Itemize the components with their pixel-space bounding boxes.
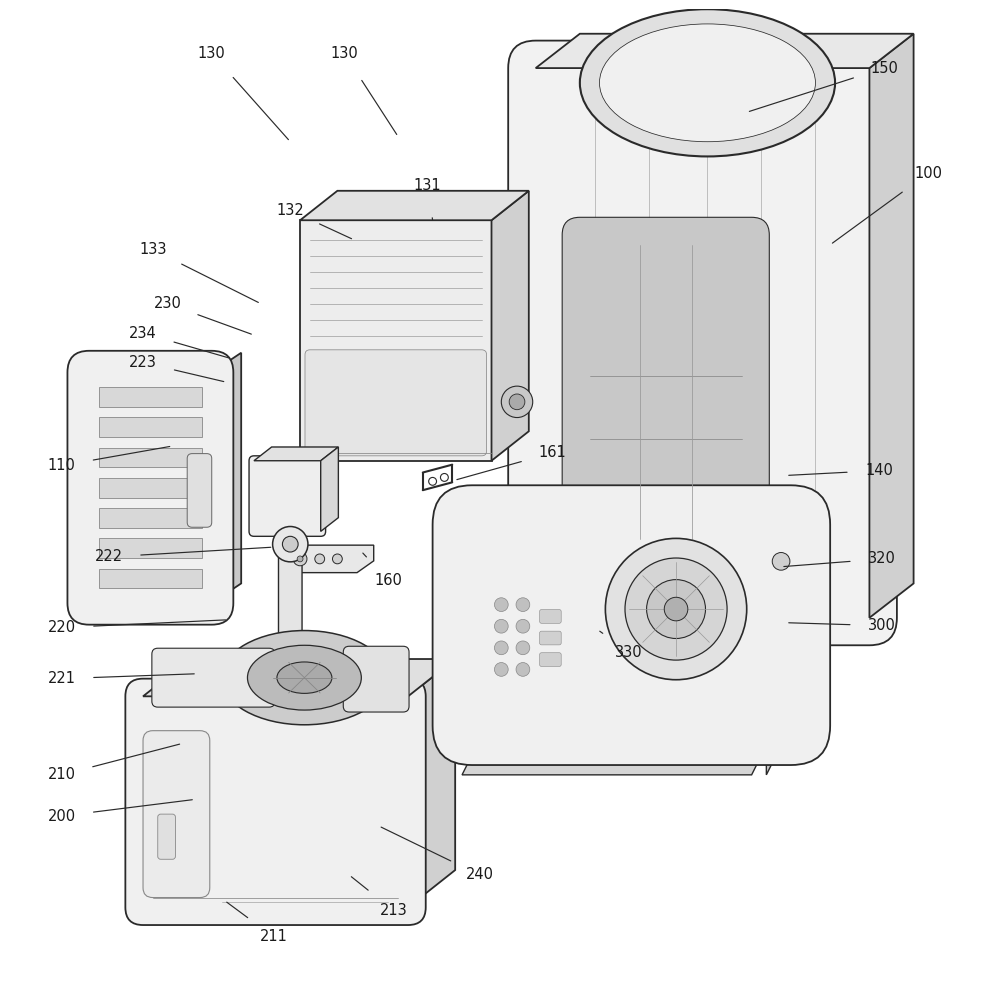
- FancyBboxPatch shape: [278, 550, 302, 643]
- FancyBboxPatch shape: [553, 518, 813, 605]
- Circle shape: [494, 641, 508, 655]
- Polygon shape: [462, 726, 777, 775]
- Polygon shape: [408, 659, 455, 907]
- Circle shape: [272, 527, 308, 562]
- FancyBboxPatch shape: [343, 646, 409, 712]
- Circle shape: [315, 554, 324, 564]
- Circle shape: [494, 598, 508, 612]
- Polygon shape: [99, 448, 202, 467]
- Circle shape: [494, 619, 508, 633]
- FancyBboxPatch shape: [126, 679, 426, 925]
- FancyBboxPatch shape: [68, 351, 233, 625]
- FancyBboxPatch shape: [151, 648, 275, 707]
- FancyBboxPatch shape: [249, 456, 325, 536]
- FancyBboxPatch shape: [508, 41, 896, 645]
- Polygon shape: [144, 659, 455, 696]
- Text: 211: 211: [260, 929, 287, 944]
- FancyBboxPatch shape: [144, 731, 209, 898]
- Polygon shape: [869, 34, 913, 618]
- Text: 230: 230: [153, 296, 182, 311]
- Circle shape: [332, 554, 342, 564]
- Circle shape: [509, 394, 525, 410]
- FancyBboxPatch shape: [157, 814, 175, 859]
- Ellipse shape: [221, 631, 388, 725]
- FancyBboxPatch shape: [562, 217, 770, 567]
- Circle shape: [282, 536, 298, 552]
- Text: 300: 300: [868, 618, 896, 633]
- Circle shape: [293, 552, 307, 566]
- Polygon shape: [767, 525, 791, 775]
- Text: 150: 150: [870, 61, 898, 76]
- Circle shape: [516, 663, 530, 676]
- Circle shape: [625, 558, 727, 660]
- Ellipse shape: [580, 9, 836, 156]
- Polygon shape: [254, 447, 338, 461]
- Polygon shape: [99, 538, 202, 558]
- FancyBboxPatch shape: [187, 454, 211, 527]
- Circle shape: [516, 598, 530, 612]
- FancyBboxPatch shape: [433, 485, 831, 765]
- Text: 223: 223: [129, 355, 157, 370]
- Text: 330: 330: [615, 645, 643, 660]
- Text: 100: 100: [914, 166, 943, 181]
- FancyBboxPatch shape: [540, 653, 561, 666]
- FancyBboxPatch shape: [305, 350, 487, 456]
- Circle shape: [516, 641, 530, 655]
- Text: 110: 110: [47, 458, 76, 473]
- Text: 133: 133: [139, 242, 166, 257]
- Text: 130: 130: [330, 46, 358, 61]
- Polygon shape: [99, 508, 202, 528]
- Polygon shape: [99, 387, 202, 407]
- FancyBboxPatch shape: [540, 610, 561, 623]
- Circle shape: [429, 477, 436, 485]
- Circle shape: [494, 663, 508, 676]
- Ellipse shape: [600, 24, 816, 142]
- Polygon shape: [99, 478, 202, 498]
- Polygon shape: [300, 191, 529, 220]
- Text: 240: 240: [466, 867, 493, 882]
- Circle shape: [297, 556, 303, 562]
- Circle shape: [516, 619, 530, 633]
- Circle shape: [647, 580, 706, 639]
- Polygon shape: [99, 569, 202, 588]
- Text: 210: 210: [47, 767, 76, 782]
- Text: 320: 320: [868, 551, 896, 566]
- Polygon shape: [492, 191, 529, 461]
- Circle shape: [773, 553, 790, 570]
- Text: 221: 221: [47, 671, 76, 686]
- Text: 220: 220: [47, 620, 76, 635]
- Circle shape: [501, 386, 533, 418]
- Polygon shape: [280, 545, 374, 573]
- Ellipse shape: [277, 662, 332, 693]
- Polygon shape: [99, 417, 202, 437]
- Polygon shape: [300, 220, 492, 461]
- Text: 160: 160: [375, 573, 402, 588]
- Text: 130: 130: [198, 46, 226, 61]
- Text: 213: 213: [379, 903, 407, 918]
- Ellipse shape: [248, 645, 362, 710]
- Text: 161: 161: [539, 445, 566, 460]
- Text: 140: 140: [865, 463, 894, 478]
- Polygon shape: [211, 353, 241, 603]
- Text: 132: 132: [276, 203, 304, 218]
- Text: 200: 200: [47, 809, 76, 824]
- Text: 131: 131: [414, 178, 441, 193]
- Circle shape: [665, 597, 688, 621]
- Polygon shape: [536, 34, 913, 68]
- Polygon shape: [320, 447, 338, 531]
- Text: 234: 234: [129, 326, 157, 341]
- Text: 222: 222: [94, 549, 123, 564]
- FancyBboxPatch shape: [540, 631, 561, 645]
- Circle shape: [440, 473, 448, 481]
- Circle shape: [606, 538, 747, 680]
